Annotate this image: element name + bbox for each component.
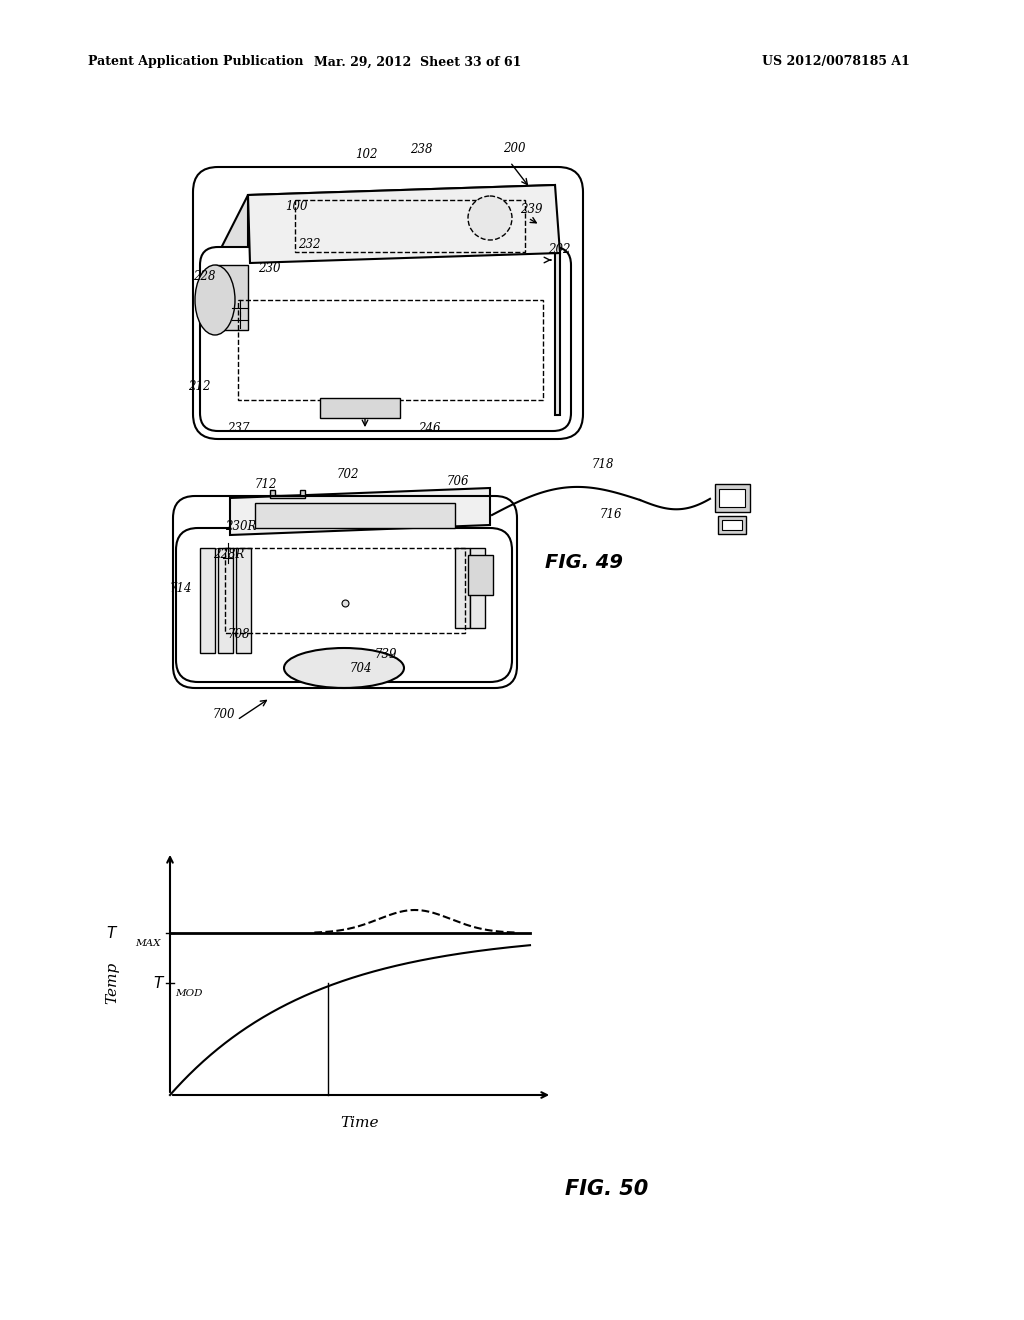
- Bar: [722, 520, 742, 529]
- Text: US 2012/0078185 A1: US 2012/0078185 A1: [762, 55, 910, 69]
- Text: Temp: Temp: [105, 961, 119, 1003]
- Text: 228: 228: [193, 271, 215, 282]
- FancyBboxPatch shape: [200, 247, 571, 432]
- Text: 232: 232: [298, 238, 321, 251]
- Bar: [455, 548, 470, 628]
- Text: 230: 230: [258, 261, 281, 275]
- Circle shape: [468, 195, 512, 240]
- Text: 739: 739: [375, 648, 397, 661]
- Text: 700: 700: [213, 708, 236, 721]
- Ellipse shape: [195, 265, 234, 335]
- Text: 228R: 228R: [213, 548, 245, 561]
- Bar: [255, 503, 455, 528]
- Text: 212: 212: [188, 380, 211, 393]
- Text: Time: Time: [341, 1115, 379, 1130]
- Bar: [718, 516, 746, 533]
- FancyBboxPatch shape: [176, 528, 512, 682]
- Text: Patent Application Publication: Patent Application Publication: [88, 55, 303, 69]
- Polygon shape: [248, 185, 555, 265]
- Polygon shape: [215, 195, 248, 414]
- Text: 102: 102: [355, 148, 378, 161]
- Text: 702: 702: [337, 469, 359, 480]
- Polygon shape: [555, 253, 560, 414]
- Text: 718: 718: [592, 458, 614, 471]
- Bar: [200, 548, 215, 653]
- Polygon shape: [230, 488, 490, 535]
- Bar: [470, 548, 485, 628]
- Text: FIG. 50: FIG. 50: [565, 1179, 648, 1199]
- Polygon shape: [248, 185, 560, 263]
- Text: 712: 712: [255, 478, 278, 491]
- Text: 714: 714: [170, 582, 193, 595]
- Bar: [719, 488, 745, 507]
- Polygon shape: [270, 490, 305, 498]
- Text: 200: 200: [503, 143, 525, 154]
- Polygon shape: [215, 265, 248, 330]
- Bar: [225, 548, 465, 634]
- Text: 704: 704: [350, 663, 373, 675]
- Text: $T$: $T$: [153, 974, 165, 990]
- Text: 237: 237: [227, 422, 250, 436]
- Text: MAX: MAX: [135, 939, 161, 948]
- Text: FIG. 49: FIG. 49: [545, 553, 623, 572]
- Text: 708: 708: [228, 628, 251, 642]
- Ellipse shape: [284, 648, 404, 688]
- Bar: [319, 399, 400, 418]
- Text: 246: 246: [418, 422, 440, 436]
- Text: MOD: MOD: [175, 989, 203, 998]
- Polygon shape: [248, 255, 555, 414]
- Text: 238: 238: [410, 143, 432, 156]
- Text: 100: 100: [285, 201, 307, 213]
- Bar: [238, 300, 543, 400]
- Text: Mar. 29, 2012  Sheet 33 of 61: Mar. 29, 2012 Sheet 33 of 61: [314, 55, 521, 69]
- Text: 716: 716: [600, 508, 623, 521]
- Bar: [715, 484, 750, 512]
- Text: 239: 239: [520, 203, 543, 216]
- Text: $T$: $T$: [105, 925, 118, 941]
- Text: 706: 706: [447, 475, 469, 488]
- Text: 230R: 230R: [225, 520, 256, 533]
- Text: 202: 202: [548, 243, 570, 256]
- Bar: [236, 548, 251, 653]
- Bar: [468, 554, 493, 595]
- Bar: [295, 201, 525, 252]
- Bar: [218, 548, 233, 653]
